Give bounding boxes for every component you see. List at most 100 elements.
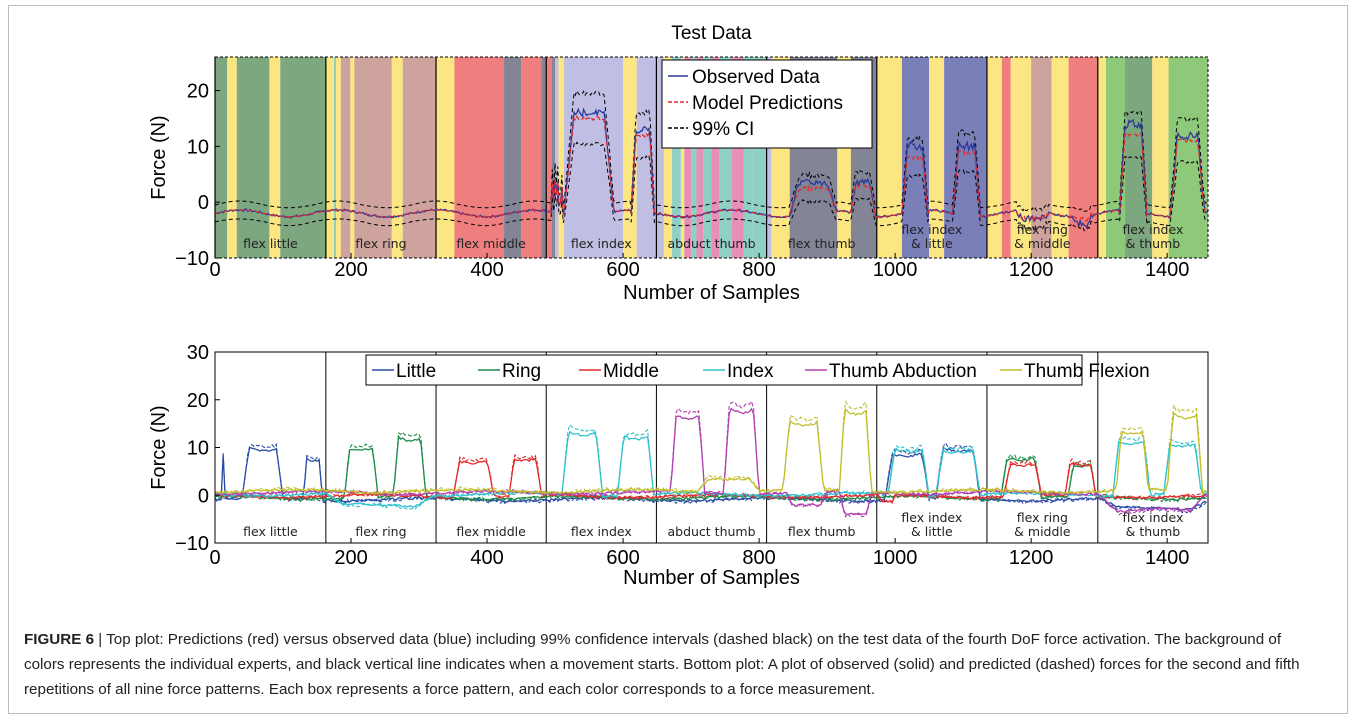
legend: Observed Data Model Predictions 99% CI xyxy=(661,59,873,149)
expert-band xyxy=(703,57,712,258)
segment-label: flex ring xyxy=(355,236,406,251)
x-tick-label: 800 xyxy=(742,547,775,569)
segment-label: flex thumb xyxy=(788,236,856,251)
expert-band xyxy=(436,57,455,258)
expert-band xyxy=(944,57,987,258)
chart-title: Test Data xyxy=(671,23,752,44)
segment-label: flex index xyxy=(1122,222,1183,237)
segment-label: & little xyxy=(911,524,953,539)
expert-band xyxy=(541,57,547,258)
x-tick-label: 200 xyxy=(334,547,367,569)
series-ring-observed xyxy=(214,434,1207,502)
expert-band xyxy=(876,57,902,258)
expert-band xyxy=(504,57,522,258)
legend-label: Model Predictions xyxy=(692,93,843,114)
series-index-predicted xyxy=(214,423,1207,510)
x-tick-label: 0 xyxy=(209,547,220,569)
segment-label: flex thumb xyxy=(788,524,856,539)
y-tick-label: 20 xyxy=(187,81,209,103)
segment-label: flex index xyxy=(571,524,632,539)
expert-band xyxy=(1051,57,1069,258)
legend-box xyxy=(661,59,873,149)
x-tick-label: 1200 xyxy=(1009,259,1054,281)
segment-label: & little xyxy=(911,236,953,251)
expert-band xyxy=(711,57,720,258)
legend: Little Ring Middle Index Thumb Abduction Thum… xyxy=(365,354,1150,386)
series-observed-data xyxy=(214,107,1209,230)
expert-band xyxy=(354,57,392,258)
segment-label: flex little xyxy=(243,524,298,539)
legend-label: Thumb Flexion xyxy=(1024,361,1150,382)
x-tick-label: 200 xyxy=(334,259,367,281)
series-little-predicted xyxy=(214,442,1208,514)
expert-band xyxy=(680,57,685,258)
legend-label: Thumb Abduction xyxy=(829,361,977,382)
y-axis-label: Force (N) xyxy=(148,115,170,199)
expert-band xyxy=(402,57,437,258)
y-tick-label: 0 xyxy=(198,485,209,507)
segment-label: flex ring xyxy=(1017,510,1068,525)
expert-band xyxy=(555,57,559,258)
segment-label: flex index xyxy=(571,236,632,251)
legend-label: 99% CI xyxy=(692,119,754,140)
expert-band xyxy=(334,57,337,258)
x-tick-label: 1400 xyxy=(1145,259,1190,281)
x-tick-label: 1000 xyxy=(873,259,918,281)
expert-band xyxy=(1097,57,1106,258)
expert-band xyxy=(227,57,237,258)
segment-label: flex ring xyxy=(1017,222,1068,237)
expert-band xyxy=(236,57,270,258)
caption-label: FIGURE 6 xyxy=(24,631,95,648)
expert-band xyxy=(215,57,228,258)
expert-band xyxy=(731,57,744,258)
segment-label: flex little xyxy=(243,236,298,251)
segment-label: flex ring xyxy=(355,524,406,539)
expert-band xyxy=(350,57,355,258)
series-thumb-abduction-observed xyxy=(214,407,1208,516)
segment-label: flex index xyxy=(901,510,962,525)
x-tick-label: 800 xyxy=(742,259,775,281)
segment-label: & middle xyxy=(1014,524,1071,539)
expert-band xyxy=(546,57,552,258)
series-99ci-lower xyxy=(214,141,1209,232)
legend-label: Observed Data xyxy=(692,67,820,88)
segment-label: & thumb xyxy=(1126,236,1181,251)
series-thumb-flexion-predicted xyxy=(214,400,1207,496)
segment-label: flex index xyxy=(1122,510,1183,525)
expert-band xyxy=(636,57,657,258)
y-tick-label: 0 xyxy=(198,192,209,214)
segment-label: flex middle xyxy=(456,524,526,539)
expert-band xyxy=(391,57,403,258)
expert-band xyxy=(663,57,673,258)
x-tick-label: 1400 xyxy=(1145,547,1190,569)
x-tick-label: 400 xyxy=(470,259,503,281)
bottom-chart: 0 200 400 600 800 1000 1200 1400−100102030Numbe… xyxy=(148,342,1209,589)
expert-band xyxy=(684,57,692,258)
y-tick-label: −10 xyxy=(175,248,209,270)
x-tick-label: 400 xyxy=(470,547,503,569)
expert-band xyxy=(691,57,697,258)
expert-band xyxy=(929,57,945,258)
x-tick-label: 1200 xyxy=(1009,547,1054,569)
x-axis-label: Number of Samples xyxy=(623,567,800,589)
y-tick-label: −10 xyxy=(175,533,209,555)
series-little-observed xyxy=(214,446,1207,511)
y-axis-label: Force (N) xyxy=(148,405,170,489)
expert-band xyxy=(986,57,1002,258)
expert-band xyxy=(336,57,341,258)
expert-band xyxy=(340,57,351,258)
series-thumb-flexion-observed xyxy=(214,407,1207,495)
legend-label: Middle xyxy=(603,361,659,382)
expert-band xyxy=(672,57,681,258)
x-tick-label: 1000 xyxy=(873,547,918,569)
expert-band xyxy=(558,57,564,258)
x-axis-label: Number of Samples xyxy=(623,282,800,304)
y-tick-label: 20 xyxy=(187,390,209,412)
expert-band xyxy=(269,57,281,258)
expert-band xyxy=(325,57,335,258)
x-tick-label: 600 xyxy=(606,259,639,281)
legend-label: Little xyxy=(396,361,436,382)
segment-label: abduct thumb xyxy=(667,524,755,539)
expert-band xyxy=(656,57,664,258)
y-tick-label: 10 xyxy=(187,136,209,158)
